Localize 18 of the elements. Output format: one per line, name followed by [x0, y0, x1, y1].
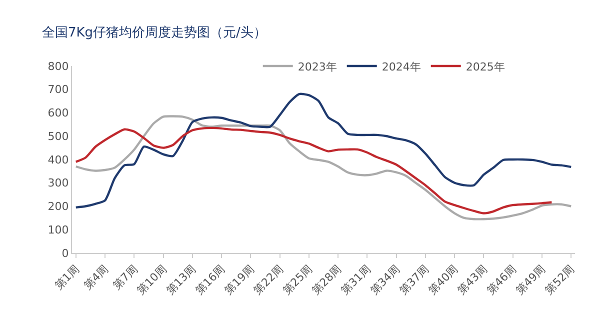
- y-tick-label: 100: [48, 223, 69, 236]
- legend-label: 2025年: [466, 60, 505, 74]
- line-series: [74, 126, 553, 214]
- chart-title: 全国7Kg仔猪均价周度走势图（元/头）: [42, 24, 266, 41]
- legend-label: 2023年: [298, 60, 337, 74]
- y-tick-label: 700: [48, 83, 69, 96]
- line-series: [74, 92, 572, 209]
- y-tick-label: 800: [48, 60, 69, 73]
- y-tick-label: 300: [48, 176, 69, 190]
- x-tick-label: 第1周: [52, 262, 82, 292]
- line-series: [74, 115, 572, 220]
- y-tick-label: 500: [48, 130, 69, 143]
- x-tick-label: 第4周: [81, 262, 112, 292]
- y-tick-label: 600: [48, 106, 69, 120]
- legend-label: 2024年: [382, 60, 421, 74]
- y-tick-label: 0: [62, 246, 69, 260]
- y-tick-label: 400: [48, 153, 69, 166]
- y-tick-label: 200: [48, 200, 69, 214]
